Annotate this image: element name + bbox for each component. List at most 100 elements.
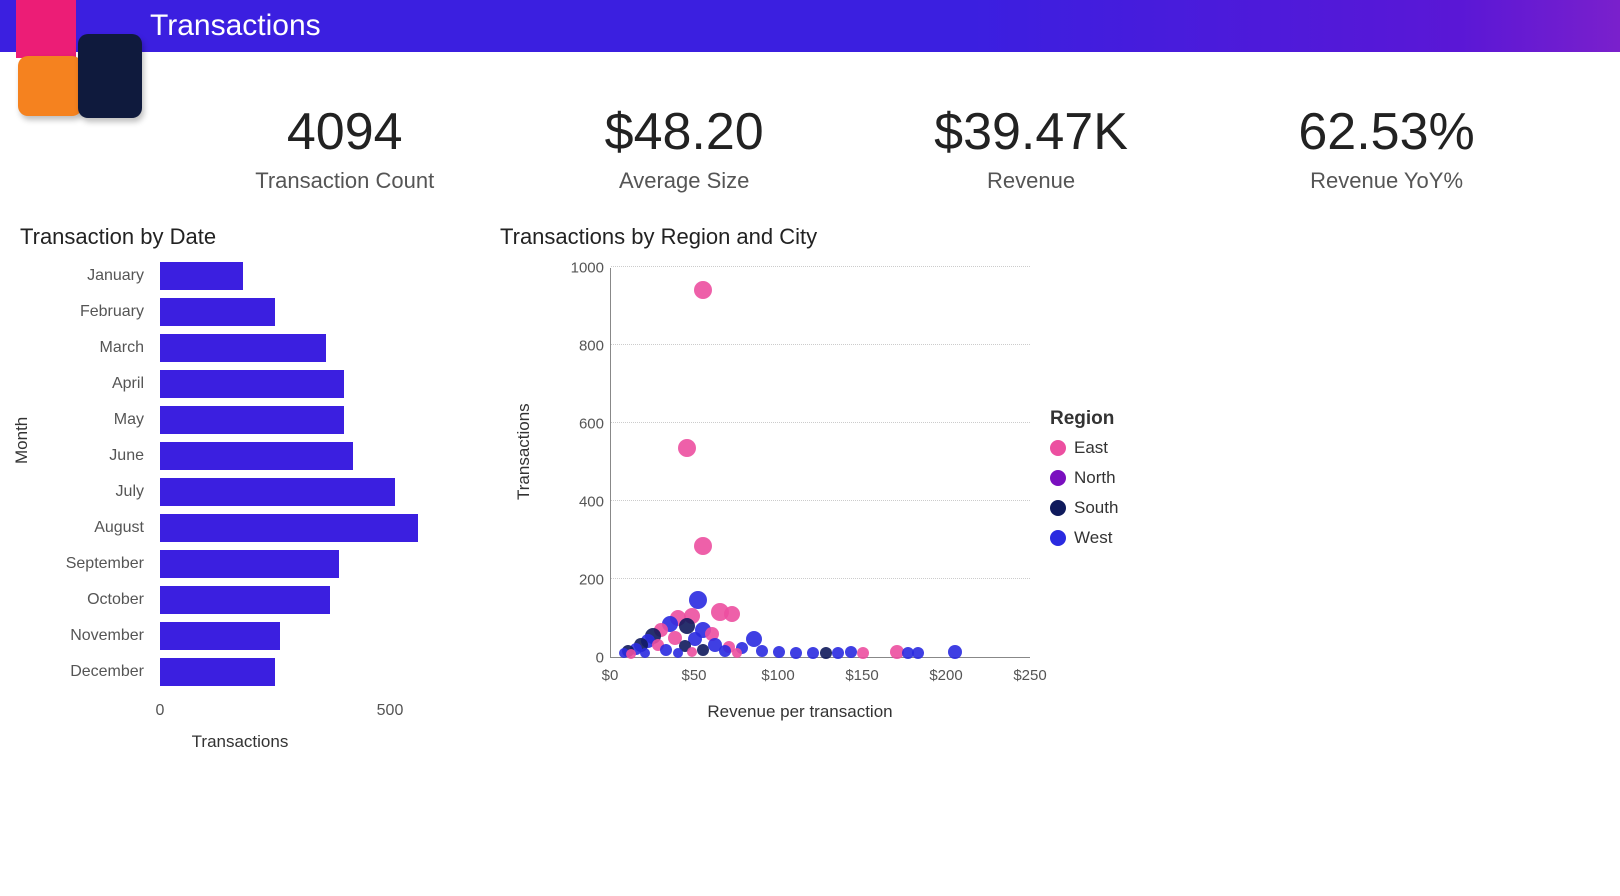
legend-swatch <box>1050 470 1066 486</box>
kpi-value: 4094 <box>255 102 434 162</box>
scatter-chart-xaxis-label: Revenue per transaction <box>560 702 1040 722</box>
bar <box>160 550 339 578</box>
scatter-point[interactable] <box>807 647 819 659</box>
header: Transactions <box>0 0 1620 52</box>
gridline <box>611 578 1030 579</box>
scatter-chart-title: Transactions by Region and City <box>500 224 1140 250</box>
scatter-point[interactable] <box>673 648 683 658</box>
bar-chart-area: JanuaryFebruaryMarchAprilMayJuneJulyAugu… <box>20 258 460 690</box>
bar-chart[interactable]: Transaction by Date Month JanuaryFebruar… <box>20 224 460 752</box>
scatter-point[interactable] <box>724 606 740 622</box>
scatter-xtick: $250 <box>1013 667 1046 684</box>
bar <box>160 514 418 542</box>
bar-label: November <box>20 627 152 645</box>
bar-row[interactable]: March <box>160 330 460 366</box>
bar-label: October <box>20 591 152 609</box>
scatter-point[interactable] <box>697 644 709 656</box>
scatter-plot: 02004006008001000 $0$50$100$150$200$250 <box>560 258 1040 698</box>
legend-swatch <box>1050 530 1066 546</box>
bar-xtick: 500 <box>377 702 404 720</box>
legend-swatch <box>1050 500 1066 516</box>
kpi-label: Average Size <box>605 168 764 194</box>
bar-xtick: 0 <box>156 702 165 720</box>
scatter-point[interactable] <box>694 281 712 299</box>
scatter-point[interactable] <box>832 647 844 659</box>
bar-label: March <box>20 339 152 357</box>
scatter-point[interactable] <box>948 645 962 659</box>
scatter-point[interactable] <box>732 648 742 658</box>
scatter-xtick: $150 <box>845 667 878 684</box>
scatter-chart[interactable]: Transactions by Region and City Transact… <box>500 224 1140 752</box>
scatter-xtick: $50 <box>681 667 706 684</box>
bar-label: February <box>20 303 152 321</box>
bar <box>160 586 330 614</box>
bar-chart-title: Transaction by Date <box>20 224 460 250</box>
logo <box>16 0 136 120</box>
bar-row[interactable]: July <box>160 474 460 510</box>
bar-label: December <box>20 663 152 681</box>
kpi-label: Revenue <box>934 168 1128 194</box>
bar-row[interactable]: April <box>160 366 460 402</box>
scatter-point[interactable] <box>678 439 696 457</box>
logo-square-pink <box>16 0 76 58</box>
scatter-xtick: $100 <box>761 667 794 684</box>
legend-label: South <box>1074 498 1118 518</box>
bar-row[interactable]: October <box>160 582 460 618</box>
scatter-point[interactable] <box>660 644 672 656</box>
gridline <box>611 266 1030 267</box>
logo-square-navy <box>78 34 142 118</box>
gridline <box>611 500 1030 501</box>
legend-item[interactable]: West <box>1050 528 1118 548</box>
scatter-point[interactable] <box>719 645 731 657</box>
kpi-value: 62.53% <box>1298 102 1474 162</box>
bar <box>160 370 344 398</box>
scatter-ytick: 800 <box>564 338 604 355</box>
kpi-average-size: $48.20 Average Size <box>605 102 764 194</box>
scatter-point[interactable] <box>687 647 697 657</box>
scatter-point[interactable] <box>640 648 650 658</box>
bar-row[interactable]: June <box>160 438 460 474</box>
legend-item[interactable]: South <box>1050 498 1118 518</box>
scatter-point[interactable] <box>912 647 924 659</box>
bar-row[interactable]: January <box>160 258 460 294</box>
legend-item[interactable]: East <box>1050 438 1118 458</box>
scatter-chart-yaxis-label: Transactions <box>514 403 534 500</box>
scatter-point[interactable] <box>689 591 707 609</box>
bar-label: June <box>20 447 152 465</box>
kpi-revenue: $39.47K Revenue <box>934 102 1128 194</box>
scatter-point[interactable] <box>790 647 802 659</box>
bar-row[interactable]: December <box>160 654 460 690</box>
scatter-ytick: 0 <box>564 650 604 667</box>
bar-row[interactable]: May <box>160 402 460 438</box>
scatter-point[interactable] <box>845 646 857 658</box>
scatter-point[interactable] <box>694 537 712 555</box>
gridline <box>611 422 1030 423</box>
scatter-ytick: 200 <box>564 572 604 589</box>
bar <box>160 298 275 326</box>
bar-chart-xaxis: 0 500 <box>20 702 460 726</box>
kpi-revenue-yoy: 62.53% Revenue YoY% <box>1298 102 1474 194</box>
legend-label: West <box>1074 528 1112 548</box>
scatter-point[interactable] <box>756 645 768 657</box>
scatter-ytick: 600 <box>564 416 604 433</box>
bar <box>160 622 280 650</box>
bar-row[interactable]: November <box>160 618 460 654</box>
legend-swatch <box>1050 440 1066 456</box>
legend-title: Region <box>1050 408 1118 430</box>
bar <box>160 406 344 434</box>
scatter-legend: Region East North South West <box>1050 408 1118 722</box>
scatter-point[interactable] <box>626 649 636 659</box>
bar <box>160 334 326 362</box>
scatter-point[interactable] <box>820 647 832 659</box>
scatter-point[interactable] <box>679 618 695 634</box>
legend-item[interactable]: North <box>1050 468 1118 488</box>
bar-row[interactable]: February <box>160 294 460 330</box>
bar-row[interactable]: August <box>160 510 460 546</box>
kpi-row: 4094 Transaction Count $48.20 Average Si… <box>0 52 1620 204</box>
kpi-transaction-count: 4094 Transaction Count <box>255 102 434 194</box>
kpi-label: Revenue YoY% <box>1298 168 1474 194</box>
scatter-point[interactable] <box>857 647 869 659</box>
scatter-point[interactable] <box>773 646 785 658</box>
bar-label: September <box>20 555 152 573</box>
bar-row[interactable]: September <box>160 546 460 582</box>
